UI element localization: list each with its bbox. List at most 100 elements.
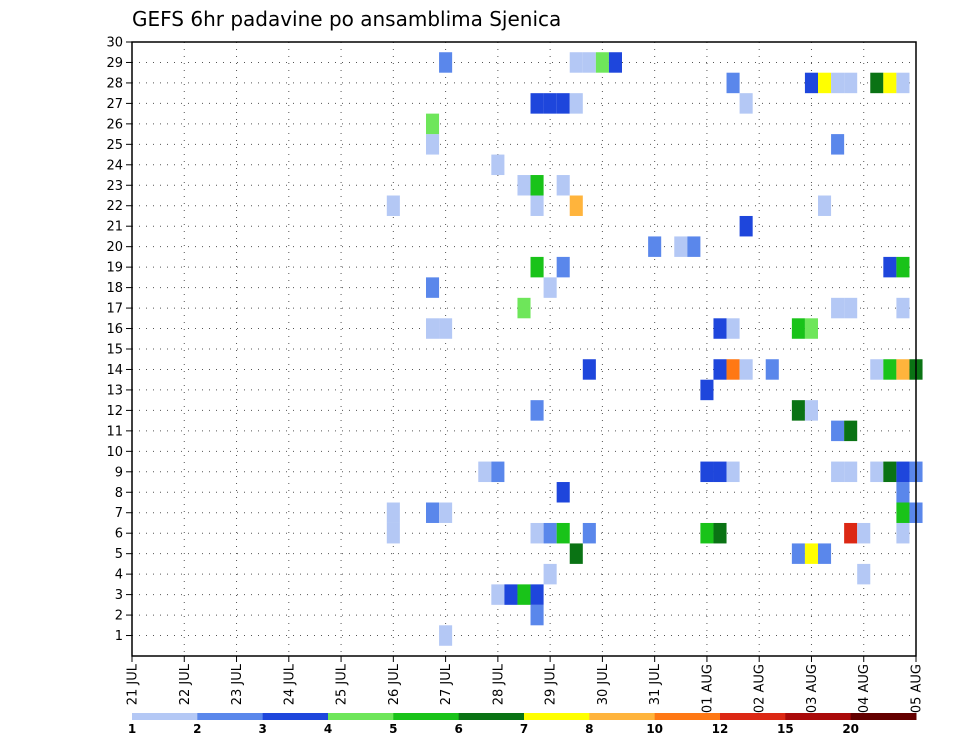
precip-cell bbox=[831, 297, 845, 319]
precip-cell bbox=[530, 93, 544, 114]
color-scale-label: 20 bbox=[842, 722, 859, 736]
precip-cell bbox=[556, 93, 570, 114]
color-swatch bbox=[328, 713, 394, 720]
precip-cell bbox=[530, 256, 544, 278]
color-swatch bbox=[197, 713, 264, 720]
precip-cell bbox=[739, 215, 753, 237]
precip-cell bbox=[530, 400, 544, 421]
precip-cell bbox=[831, 461, 845, 483]
y-tick-label: 11 bbox=[106, 424, 123, 439]
color-scale-label: 5 bbox=[389, 722, 397, 736]
color-swatch bbox=[524, 713, 590, 720]
y-tick-label: 29 bbox=[106, 56, 123, 71]
y-tick-label: 8 bbox=[115, 486, 123, 501]
x-tick-label: 23 JUL bbox=[230, 663, 245, 705]
precip-cell bbox=[831, 72, 845, 94]
color-swatch bbox=[132, 713, 198, 720]
y-tick-label: 30 bbox=[106, 36, 123, 51]
color-scale-label: 12 bbox=[712, 722, 729, 736]
precip-cell bbox=[556, 175, 570, 196]
y-tick-label: 20 bbox=[106, 240, 123, 255]
y-tick-label: 18 bbox=[106, 281, 123, 296]
x-tick-label: 01 AUG bbox=[700, 664, 715, 713]
x-tick-label: 24 JUL bbox=[282, 663, 297, 705]
y-tick-label: 19 bbox=[106, 261, 123, 276]
precip-cell bbox=[582, 359, 596, 380]
precip-cell bbox=[530, 584, 544, 605]
y-tick-label: 23 bbox=[106, 179, 123, 194]
x-tick-label: 28 JUL bbox=[491, 663, 506, 705]
precip-cell bbox=[726, 318, 740, 339]
color-swatch bbox=[654, 713, 721, 720]
precip-cell bbox=[556, 482, 570, 503]
precip-cell bbox=[543, 277, 557, 298]
color-swatch bbox=[393, 713, 460, 720]
x-tick-label: 21 JUL bbox=[126, 663, 141, 705]
x-tick-label: 02 AUG bbox=[753, 664, 768, 713]
precip-cell bbox=[844, 461, 858, 483]
precip-cell bbox=[530, 175, 544, 196]
color-swatch bbox=[850, 713, 917, 720]
x-tick-label: 04 AUG bbox=[857, 664, 872, 713]
precip-cell bbox=[726, 359, 740, 380]
color-swatch bbox=[785, 713, 852, 720]
y-tick-label: 25 bbox=[106, 138, 123, 153]
precip-cell bbox=[569, 543, 583, 564]
precip-cell bbox=[608, 52, 622, 73]
x-tick-label: 25 JUL bbox=[335, 663, 350, 705]
color-scale-legend: 1 2 3 4 5 6 7 8 10 12 15 20 bbox=[128, 713, 917, 736]
y-tick-label: 2 bbox=[115, 609, 123, 624]
color-scale-label: 8 bbox=[585, 722, 593, 736]
x-tick-label: 22 JUL bbox=[178, 663, 193, 705]
x-tick-label: 26 JUL bbox=[387, 663, 402, 705]
precip-cell bbox=[491, 584, 505, 605]
color-scale-label: 6 bbox=[454, 722, 462, 736]
y-tick-label: 17 bbox=[106, 302, 123, 317]
precip-cell bbox=[896, 297, 910, 319]
precip-cell bbox=[883, 72, 897, 94]
precip-cell bbox=[543, 522, 557, 544]
color-scale-label: 1 bbox=[128, 722, 136, 736]
precip-cell bbox=[870, 461, 884, 483]
precip-cell bbox=[569, 52, 583, 73]
precip-cell bbox=[700, 522, 714, 544]
precip-cell bbox=[857, 522, 871, 544]
precip-cell bbox=[818, 195, 832, 216]
precip-cell bbox=[700, 379, 714, 401]
precip-cell bbox=[818, 72, 832, 94]
precip-cell bbox=[713, 461, 727, 483]
y-tick-label: 13 bbox=[106, 383, 123, 398]
precip-cell bbox=[857, 563, 871, 585]
precip-cell bbox=[844, 72, 858, 94]
x-tick-label: 05 AUG bbox=[910, 664, 925, 713]
y-tick-label: 22 bbox=[106, 199, 123, 214]
precip-cell bbox=[804, 318, 818, 339]
precip-cell bbox=[831, 134, 845, 155]
precip-cell bbox=[543, 93, 557, 114]
precip-cell bbox=[791, 543, 805, 564]
color-scale-label: 4 bbox=[324, 722, 332, 736]
precip-cell bbox=[804, 543, 818, 564]
color-swatch bbox=[262, 713, 329, 720]
precip-cell bbox=[896, 502, 910, 523]
precip-cell bbox=[804, 72, 818, 94]
x-tick-label: 30 JUL bbox=[596, 663, 611, 705]
precip-cell bbox=[504, 584, 518, 605]
y-tick-label: 14 bbox=[106, 363, 123, 378]
precip-cell bbox=[896, 482, 910, 503]
precip-cell bbox=[478, 461, 492, 483]
color-scale-label: 7 bbox=[520, 722, 528, 736]
precip-cell bbox=[883, 461, 897, 483]
precip-cell bbox=[739, 359, 753, 380]
precip-cell bbox=[870, 359, 884, 380]
x-axis: 21 JUL 22 JUL 23 JUL 24 JUL 25 JUL 26 JUL 27 J… bbox=[126, 656, 925, 713]
precip-cell bbox=[386, 195, 400, 216]
precip-cell bbox=[713, 359, 727, 380]
precip-cell bbox=[386, 522, 400, 544]
precip-cell bbox=[556, 256, 570, 278]
color-scale-label: 15 bbox=[777, 722, 794, 736]
x-tick-label: 31 JUL bbox=[648, 663, 663, 705]
precip-cell bbox=[439, 318, 453, 339]
color-swatch bbox=[589, 713, 656, 720]
